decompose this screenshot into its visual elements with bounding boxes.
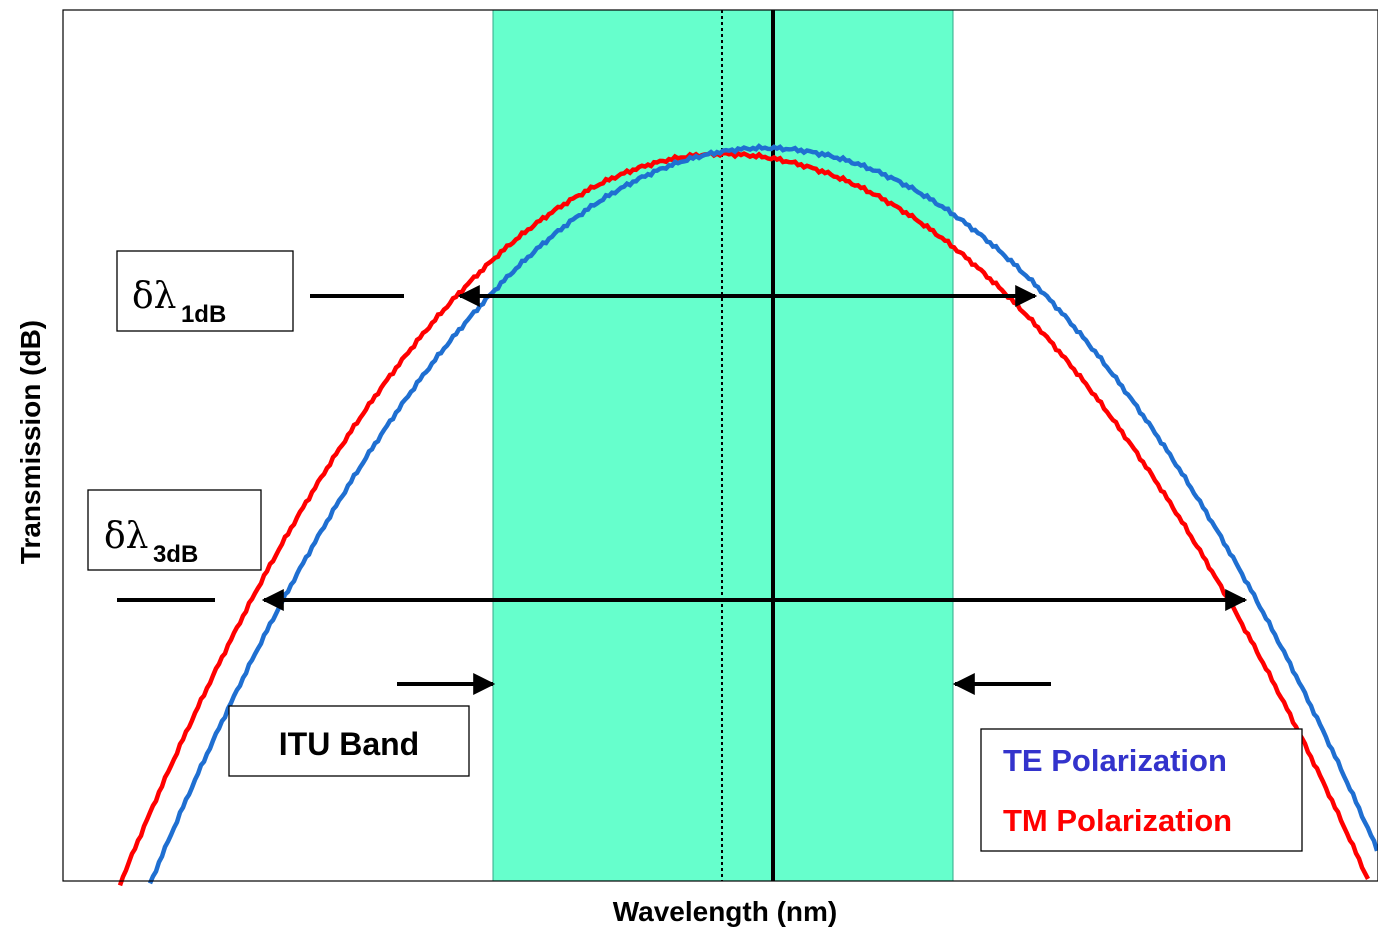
curves <box>117 143 1378 887</box>
x-axis-label: Wavelength (nm) <box>613 896 838 927</box>
bandwidth-3db-symbol: δλ <box>104 516 149 557</box>
bandwidth-1db-symbol: δλ <box>132 276 177 317</box>
plot-frame <box>62 9 1378 882</box>
legend-te-label: TE Polarization <box>1003 743 1227 778</box>
bandwidth-3db-box <box>87 489 262 571</box>
itu-band-box <box>228 705 470 777</box>
legend-box <box>980 728 1303 852</box>
bandwidth-1db-subscript: 1dB <box>181 301 226 328</box>
bandwidth-3db-subscript: 3dB <box>153 541 198 568</box>
legend-tm-label: TM Polarization <box>1003 803 1232 838</box>
bandwidth-3db-label: δλ 3dB <box>104 516 198 568</box>
te-polarization-curve <box>147 143 1378 885</box>
bandwidth-1db-label: δλ 1dB <box>132 276 226 328</box>
legend: TE Polarization TM Polarization <box>980 728 1303 852</box>
itu-band-label: ITU Band <box>279 726 419 762</box>
bandwidth-1db-box <box>116 250 294 332</box>
tm-polarization-curve <box>117 149 1370 887</box>
y-axis-label: Transmission (dB) <box>15 320 46 564</box>
